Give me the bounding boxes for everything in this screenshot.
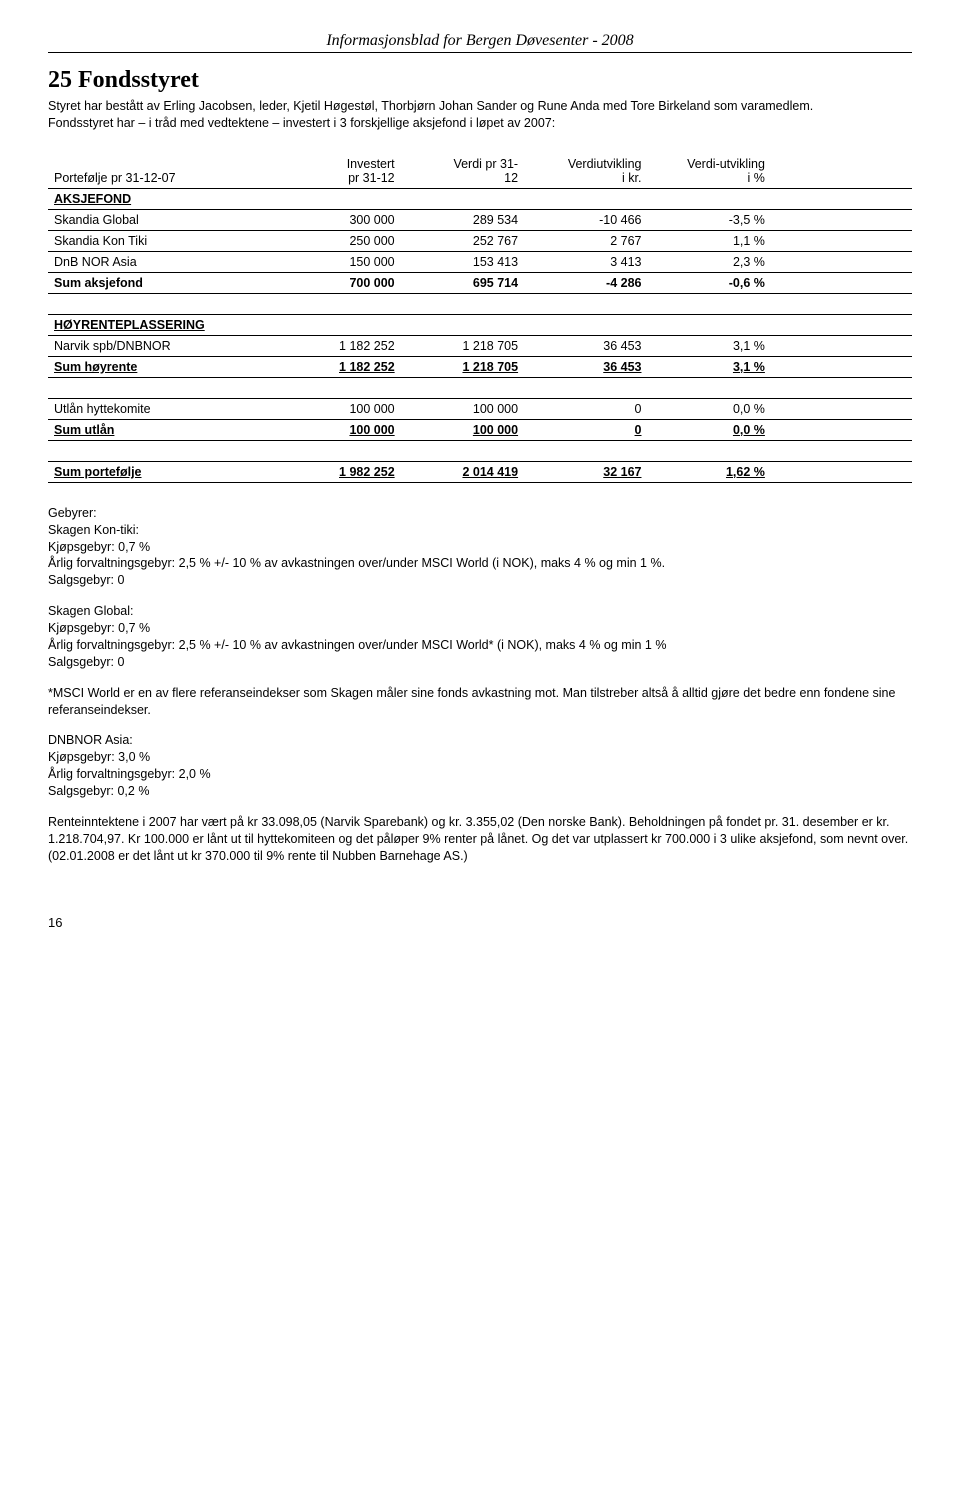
sum-hoyrente: Sum høyrente1 182 2521 218 70536 4533,1 …	[48, 356, 912, 377]
table-row: DnB NOR Asia150 000153 4133 4132,3 %	[48, 251, 912, 272]
separator	[48, 377, 912, 398]
section-aksjefond: AKSJEFOND	[48, 188, 912, 209]
kontiki-mgmt: Årlig forvaltningsgebyr: 2,5 % +/- 10 % …	[48, 556, 665, 570]
section-hoyrente: HØYRENTEPLASSERING	[48, 314, 912, 335]
fees-section: Gebyrer: Skagen Kon-tiki: Kjøpsgebyr: 0,…	[48, 505, 912, 865]
kontiki-sell: Salgsgebyr: 0	[48, 573, 124, 587]
global-mgmt: Årlig forvaltningsgebyr: 2,5 % +/- 10 % …	[48, 638, 666, 652]
col-invested: Investertpr 31-12	[277, 154, 400, 189]
dnb-sell: Salgsgebyr: 0,2 %	[48, 784, 149, 798]
page-title: 25 Fondsstyret	[48, 67, 912, 94]
dnb-buy: Kjøpsgebyr: 3,0 %	[48, 750, 150, 764]
interest-addendum: (02.01.2008 er det lånt ut kr 370.000 ti…	[48, 849, 468, 863]
dnb-heading: DNBNOR Asia:	[48, 733, 133, 747]
global-sell: Salgsgebyr: 0	[48, 655, 124, 669]
col-change-pct: Verdi-utviklingi %	[647, 154, 770, 189]
global-heading: Skagen Global:	[48, 604, 133, 618]
col-change-kr: Verdiutviklingi kr.	[524, 154, 647, 189]
col-empty	[771, 154, 912, 189]
table-row: Narvik spb/DNBNOR1 182 2521 218 70536 45…	[48, 335, 912, 356]
col-portfolio: Portefølje pr 31-12-07	[48, 154, 277, 189]
col-value: Verdi pr 31-12	[401, 154, 524, 189]
publication-header: Informasjonsblad for Bergen Døvesenter -…	[48, 32, 912, 53]
kontiki-buy: Kjøpsgebyr: 0,7 %	[48, 540, 150, 554]
fees-heading: Gebyrer:	[48, 506, 97, 520]
intro-line-1: Styret har bestått av Erling Jacobsen, l…	[48, 99, 813, 113]
table-row: Skandia Kon Tiki250 000252 7672 7671,1 %	[48, 230, 912, 251]
dnb-mgmt: Årlig forvaltningsgebyr: 2,0 %	[48, 767, 211, 781]
separator	[48, 293, 912, 314]
portfolio-table: Portefølje pr 31-12-07 Investertpr 31-12…	[48, 154, 912, 483]
sum-portfolio: Sum portefølje1 982 2522 014 41932 1671,…	[48, 461, 912, 482]
separator	[48, 440, 912, 461]
table-header-row: Portefølje pr 31-12-07 Investertpr 31-12…	[48, 154, 912, 189]
kontiki-heading: Skagen Kon-tiki:	[48, 523, 139, 537]
msci-footnote: *MSCI World er en av flere referanseinde…	[48, 685, 912, 719]
sum-utlan: Sum utlån100 000100 00000,0 %	[48, 419, 912, 440]
intro-line-2: Fondsstyret har – i tråd med vedtektene …	[48, 116, 555, 130]
interest-summary: Renteinntektene i 2007 har vært på kr 33…	[48, 815, 908, 846]
table-row: Skandia Global300 000289 534-10 466-3,5 …	[48, 209, 912, 230]
page-number: 16	[48, 915, 912, 930]
sum-aksjefond: Sum aksjefond700 000695 714-4 286-0,6 %	[48, 272, 912, 293]
intro-text: Styret har bestått av Erling Jacobsen, l…	[48, 98, 912, 132]
global-buy: Kjøpsgebyr: 0,7 %	[48, 621, 150, 635]
table-row: Utlån hyttekomite100 000100 00000,0 %	[48, 398, 912, 419]
